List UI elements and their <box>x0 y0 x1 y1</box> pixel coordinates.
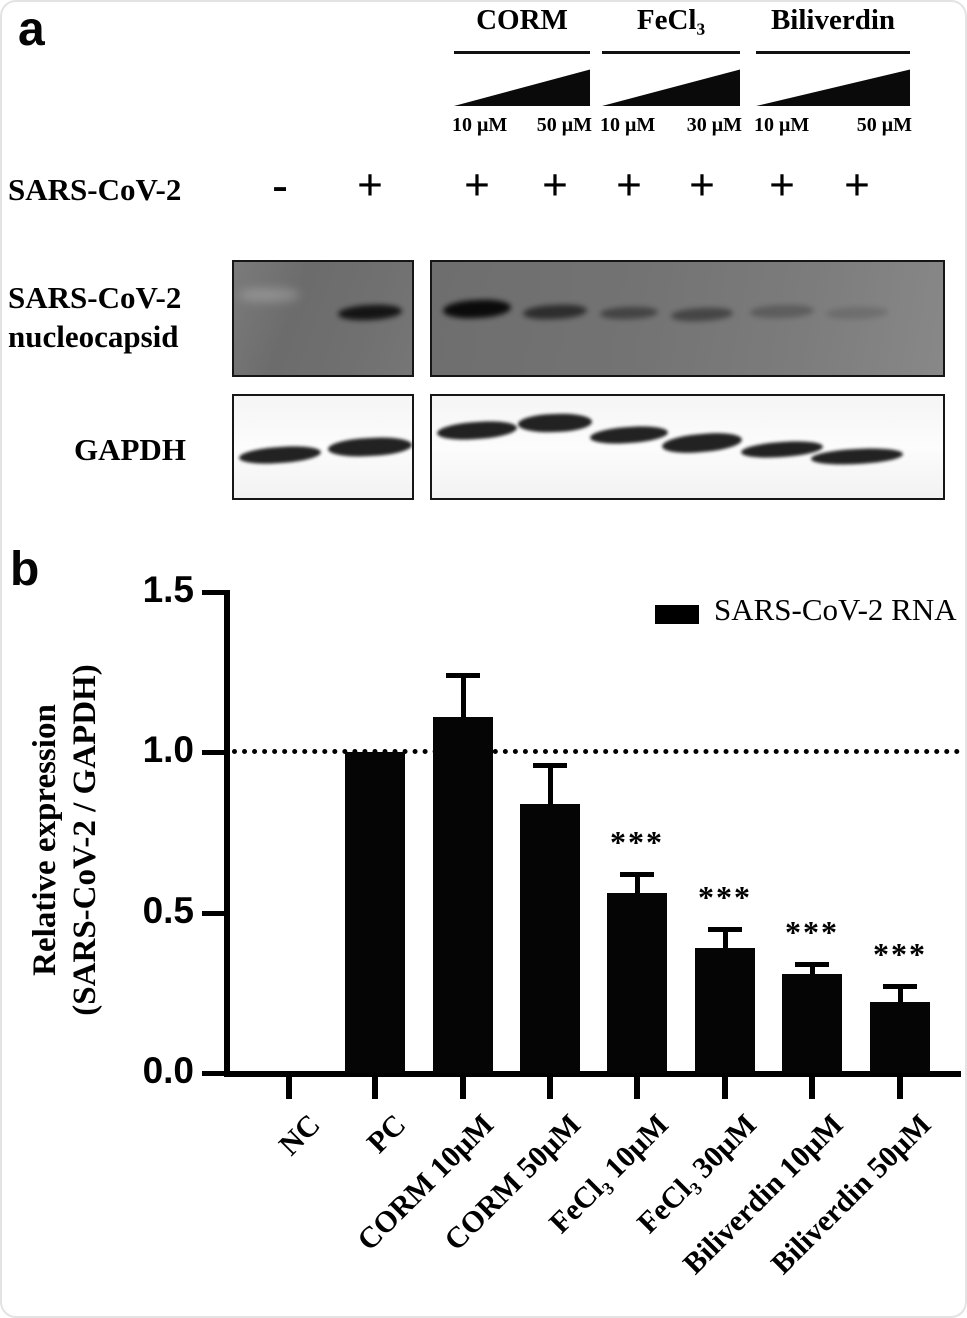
error-bar-cap <box>446 673 480 679</box>
gapdh-band <box>661 430 743 456</box>
x-axis-tick <box>460 1077 466 1099</box>
x-axis-tick <box>286 1077 292 1099</box>
error-bar-stem <box>548 765 553 804</box>
lane-sign: + <box>541 159 569 210</box>
legend-label: SARS-CoV-2 RNA <box>714 592 957 627</box>
group-underline <box>602 51 740 54</box>
group-title: CORM <box>476 4 568 36</box>
gapdh-band <box>238 444 322 466</box>
x-tick-label: NC <box>272 1108 327 1162</box>
panel-a-label: a <box>18 3 45 56</box>
x-tick-label: PC <box>360 1108 413 1160</box>
significance-stars: *** <box>698 878 752 915</box>
nucleocapsid-band <box>749 303 815 320</box>
error-bar-cap <box>795 961 829 967</box>
lane-sign: + <box>356 159 384 210</box>
gapdh-label: GAPDH <box>74 432 186 467</box>
membrane-background-smudge <box>238 288 300 302</box>
dose-label: 50 μM <box>856 114 912 136</box>
gapdh-band <box>589 424 669 446</box>
x-axis-tick <box>722 1077 728 1099</box>
x-tick-label: Biliverdin 50μM <box>764 1108 938 1281</box>
x-axis-tick <box>897 1077 903 1099</box>
y-axis-line <box>224 590 230 1077</box>
significance-stars: *** <box>610 824 664 861</box>
nucleocapsid-label-line2: nucleocapsid <box>8 319 179 354</box>
treatment-group-fecl3: FeCl₃ 10 μM 30 μM <box>600 4 742 149</box>
nucleocapsid-label: SARS-CoV-2 nucleocapsid <box>8 278 181 356</box>
x-tick-label: Biliverdin 10μM <box>676 1108 850 1281</box>
group-underline <box>756 51 910 54</box>
lane-sign: + <box>463 159 491 210</box>
bar-corm-50-m <box>520 803 580 1073</box>
treatment-group-corm: CORM 10 μM 50 μM <box>452 4 592 149</box>
dose-label: 10 μM <box>754 114 810 136</box>
error-bar-stem <box>898 986 903 1003</box>
error-bar-stem <box>461 675 466 718</box>
bar-biliverdin-50-m <box>870 1002 930 1073</box>
x-axis-tick <box>372 1077 378 1099</box>
panel-b-label: b <box>10 543 40 596</box>
gapdh-band <box>436 419 518 442</box>
x-axis-tick <box>809 1077 815 1099</box>
reference-dotted-line <box>232 749 960 754</box>
y-axis-tick <box>202 1071 224 1076</box>
nucleocapsid-band <box>670 306 734 323</box>
error-bar-stem <box>635 874 640 894</box>
nucleocapsid-band <box>825 305 889 321</box>
y-tick-label: 1.5 <box>142 568 194 610</box>
y-axis-tick <box>202 750 224 756</box>
nucleocapsid-band <box>337 303 403 322</box>
group-underline <box>454 51 590 54</box>
y-tick-label: 1.0 <box>142 729 194 771</box>
significance-stars: *** <box>785 913 839 950</box>
bar-corm-10-m <box>433 717 493 1073</box>
treatment-group-biliverdin: Biliverdin 10 μM 50 μM <box>754 4 912 149</box>
error-bar-cap <box>620 872 654 878</box>
error-bar-cap <box>883 984 917 990</box>
error-bar-stem <box>810 963 815 974</box>
x-axis-tick <box>547 1077 553 1099</box>
error-bar-cap <box>533 763 567 769</box>
error-bar-stem <box>723 928 728 948</box>
group-title: Biliverdin <box>770 4 896 36</box>
bar-pc <box>345 752 405 1073</box>
nucleocapsid-band <box>522 303 588 321</box>
gapdh-band <box>810 446 904 467</box>
gapdh-band <box>327 435 413 459</box>
y-axis-tick <box>202 910 224 916</box>
x-axis-tick <box>634 1077 640 1099</box>
x-axis-line <box>224 1071 961 1077</box>
nucleocapsid-band <box>599 305 659 321</box>
group-title: FeCl₃ <box>636 4 706 36</box>
bar-fecl-10-m <box>607 893 667 1073</box>
dose-label: 10 μM <box>600 114 656 136</box>
lane-sign: + <box>688 159 716 210</box>
error-bar-cap <box>708 926 742 932</box>
y-axis-tick <box>202 589 224 595</box>
nucleocapsid-label-line1: SARS-CoV-2 <box>8 280 182 315</box>
lane-sign: + <box>615 159 643 210</box>
nucleocapsid-blot-membrane-right <box>430 260 945 377</box>
bar-biliverdin-10-m <box>782 973 842 1073</box>
significance-stars: *** <box>873 936 927 973</box>
virus-row-label: SARS-CoV-2 <box>8 172 182 207</box>
gapdh-band <box>517 412 593 434</box>
y-tick-label: 0.5 <box>142 889 194 931</box>
nucleocapsid-band <box>442 298 512 320</box>
legend-swatch <box>655 605 699 624</box>
gapdh-blot-membrane-left <box>232 394 414 500</box>
dose-label: 50 μM <box>536 114 592 136</box>
lane-sign: - <box>272 159 288 210</box>
lane-sign: + <box>768 159 796 210</box>
dose-label: 30 μM <box>686 114 742 136</box>
bar-fecl-30-m <box>695 947 755 1073</box>
dose-label: 10 μM <box>452 114 508 136</box>
y-tick-label: 0.0 <box>142 1050 194 1091</box>
lane-sign: + <box>843 159 871 210</box>
